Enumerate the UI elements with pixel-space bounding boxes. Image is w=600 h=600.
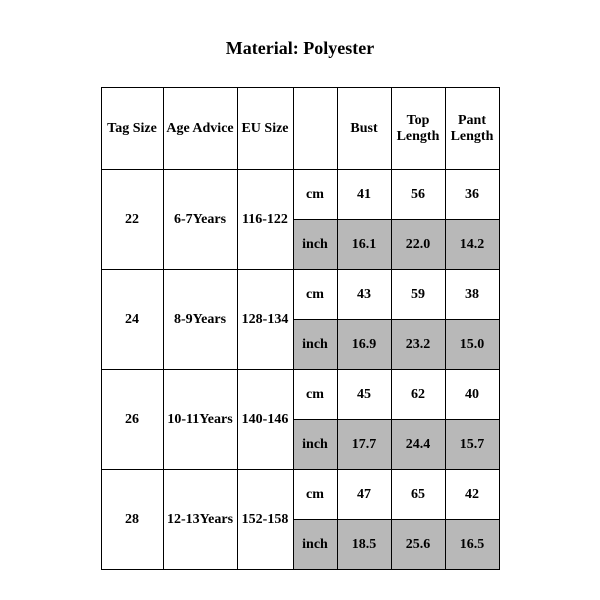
cell-eu: 152-158	[237, 470, 293, 570]
size-table: Tag Size Age Advice EU Size Bust Top Len…	[101, 87, 500, 570]
cell-age: 8-9Years	[163, 270, 237, 370]
cell-pant-cm: 42	[445, 470, 499, 520]
cell-top-inch: 24.4	[391, 420, 445, 470]
header-age-advice: Age Advice	[163, 88, 237, 170]
cell-age: 12-13Years	[163, 470, 237, 570]
table-row: 22 6-7Years 116-122 cm 41 56 36	[101, 170, 499, 220]
cell-pant-inch: 16.5	[445, 520, 499, 570]
cell-pant-cm: 40	[445, 370, 499, 420]
cell-top-cm: 65	[391, 470, 445, 520]
cell-unit-cm: cm	[293, 470, 337, 520]
header-tag-size: Tag Size	[101, 88, 163, 170]
header-unit-blank	[293, 88, 337, 170]
cell-pant-cm: 36	[445, 170, 499, 220]
cell-unit-inch: inch	[293, 220, 337, 270]
cell-age: 6-7Years	[163, 170, 237, 270]
cell-bust-cm: 43	[337, 270, 391, 320]
cell-unit-inch: inch	[293, 520, 337, 570]
cell-age: 10-11Years	[163, 370, 237, 470]
header-pant-length: Pant Length	[445, 88, 499, 170]
cell-unit-cm: cm	[293, 370, 337, 420]
cell-tag: 22	[101, 170, 163, 270]
cell-bust-inch: 16.1	[337, 220, 391, 270]
header-bust: Bust	[337, 88, 391, 170]
cell-bust-cm: 47	[337, 470, 391, 520]
table-row: 28 12-13Years 152-158 cm 47 65 42	[101, 470, 499, 520]
cell-tag: 28	[101, 470, 163, 570]
cell-tag: 26	[101, 370, 163, 470]
header-row: Tag Size Age Advice EU Size Bust Top Len…	[101, 88, 499, 170]
cell-pant-cm: 38	[445, 270, 499, 320]
cell-bust-inch: 16.9	[337, 320, 391, 370]
cell-pant-inch: 14.2	[445, 220, 499, 270]
page-title: Material: Polyester	[0, 0, 600, 87]
cell-tag: 24	[101, 270, 163, 370]
cell-eu: 140-146	[237, 370, 293, 470]
header-eu-size: EU Size	[237, 88, 293, 170]
cell-unit-inch: inch	[293, 420, 337, 470]
cell-unit-cm: cm	[293, 170, 337, 220]
table-row: 24 8-9Years 128-134 cm 43 59 38	[101, 270, 499, 320]
cell-bust-inch: 17.7	[337, 420, 391, 470]
cell-pant-inch: 15.7	[445, 420, 499, 470]
cell-unit-inch: inch	[293, 320, 337, 370]
cell-top-cm: 59	[391, 270, 445, 320]
cell-top-inch: 23.2	[391, 320, 445, 370]
cell-bust-cm: 45	[337, 370, 391, 420]
table-row: 26 10-11Years 140-146 cm 45 62 40	[101, 370, 499, 420]
cell-eu: 116-122	[237, 170, 293, 270]
cell-eu: 128-134	[237, 270, 293, 370]
cell-top-inch: 22.0	[391, 220, 445, 270]
cell-unit-cm: cm	[293, 270, 337, 320]
cell-top-inch: 25.6	[391, 520, 445, 570]
cell-top-cm: 62	[391, 370, 445, 420]
header-top-length: Top Length	[391, 88, 445, 170]
cell-top-cm: 56	[391, 170, 445, 220]
cell-bust-cm: 41	[337, 170, 391, 220]
cell-pant-inch: 15.0	[445, 320, 499, 370]
cell-bust-inch: 18.5	[337, 520, 391, 570]
